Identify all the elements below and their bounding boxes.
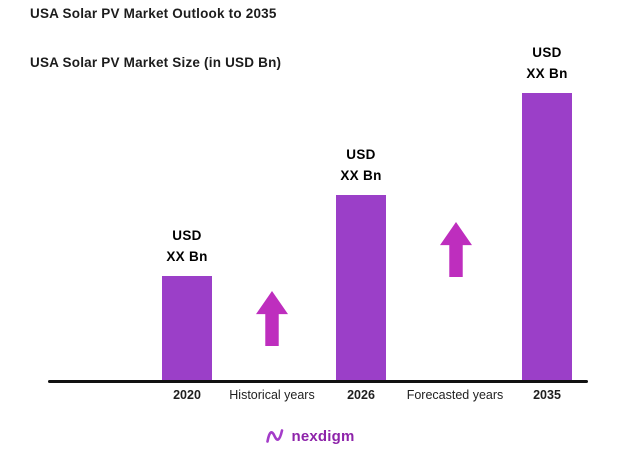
bar-2035 bbox=[522, 93, 572, 380]
up-arrow-icon bbox=[440, 222, 472, 277]
annotation-forecasted-years: Forecasted years bbox=[406, 388, 504, 402]
bar-value-line2: XX Bn bbox=[340, 168, 382, 183]
bar-value-line1: USD bbox=[532, 45, 562, 60]
nexdigm-logo: nexdigm bbox=[0, 427, 620, 445]
bar-value-line2: XX Bn bbox=[166, 249, 208, 264]
bar-2026 bbox=[336, 195, 386, 380]
bar-value-line1: USD bbox=[346, 147, 376, 162]
chart-title: USA Solar PV Market Outlook to 2035 bbox=[30, 6, 277, 21]
x-axis-line bbox=[48, 380, 588, 383]
bar-group-2020: USD XX Bn bbox=[142, 225, 232, 380]
up-arrow-icon bbox=[256, 291, 288, 346]
chart-subtitle: USA Solar PV Market Size (in USD Bn) bbox=[30, 55, 282, 70]
bar-group-2026: USD XX Bn bbox=[316, 144, 406, 380]
bar-value-line1: USD bbox=[172, 228, 202, 243]
nexdigm-wave-icon bbox=[265, 427, 285, 445]
bar-group-2035: USD XX Bn bbox=[502, 42, 592, 380]
bar-value-label: USD XX Bn bbox=[340, 144, 381, 186]
bar-value-line2: XX Bn bbox=[526, 66, 568, 81]
bar-value-label: USD XX Bn bbox=[526, 42, 567, 84]
x-axis-label-2026: 2026 bbox=[347, 388, 375, 402]
bar-value-label: USD XX Bn bbox=[166, 225, 207, 267]
x-axis-label-2035: 2035 bbox=[533, 388, 561, 402]
annotation-historical-years: Historical years bbox=[229, 388, 315, 402]
nexdigm-logo-text: nexdigm bbox=[291, 427, 355, 445]
bar-2020 bbox=[162, 276, 212, 380]
x-axis-label-2020: 2020 bbox=[173, 388, 201, 402]
